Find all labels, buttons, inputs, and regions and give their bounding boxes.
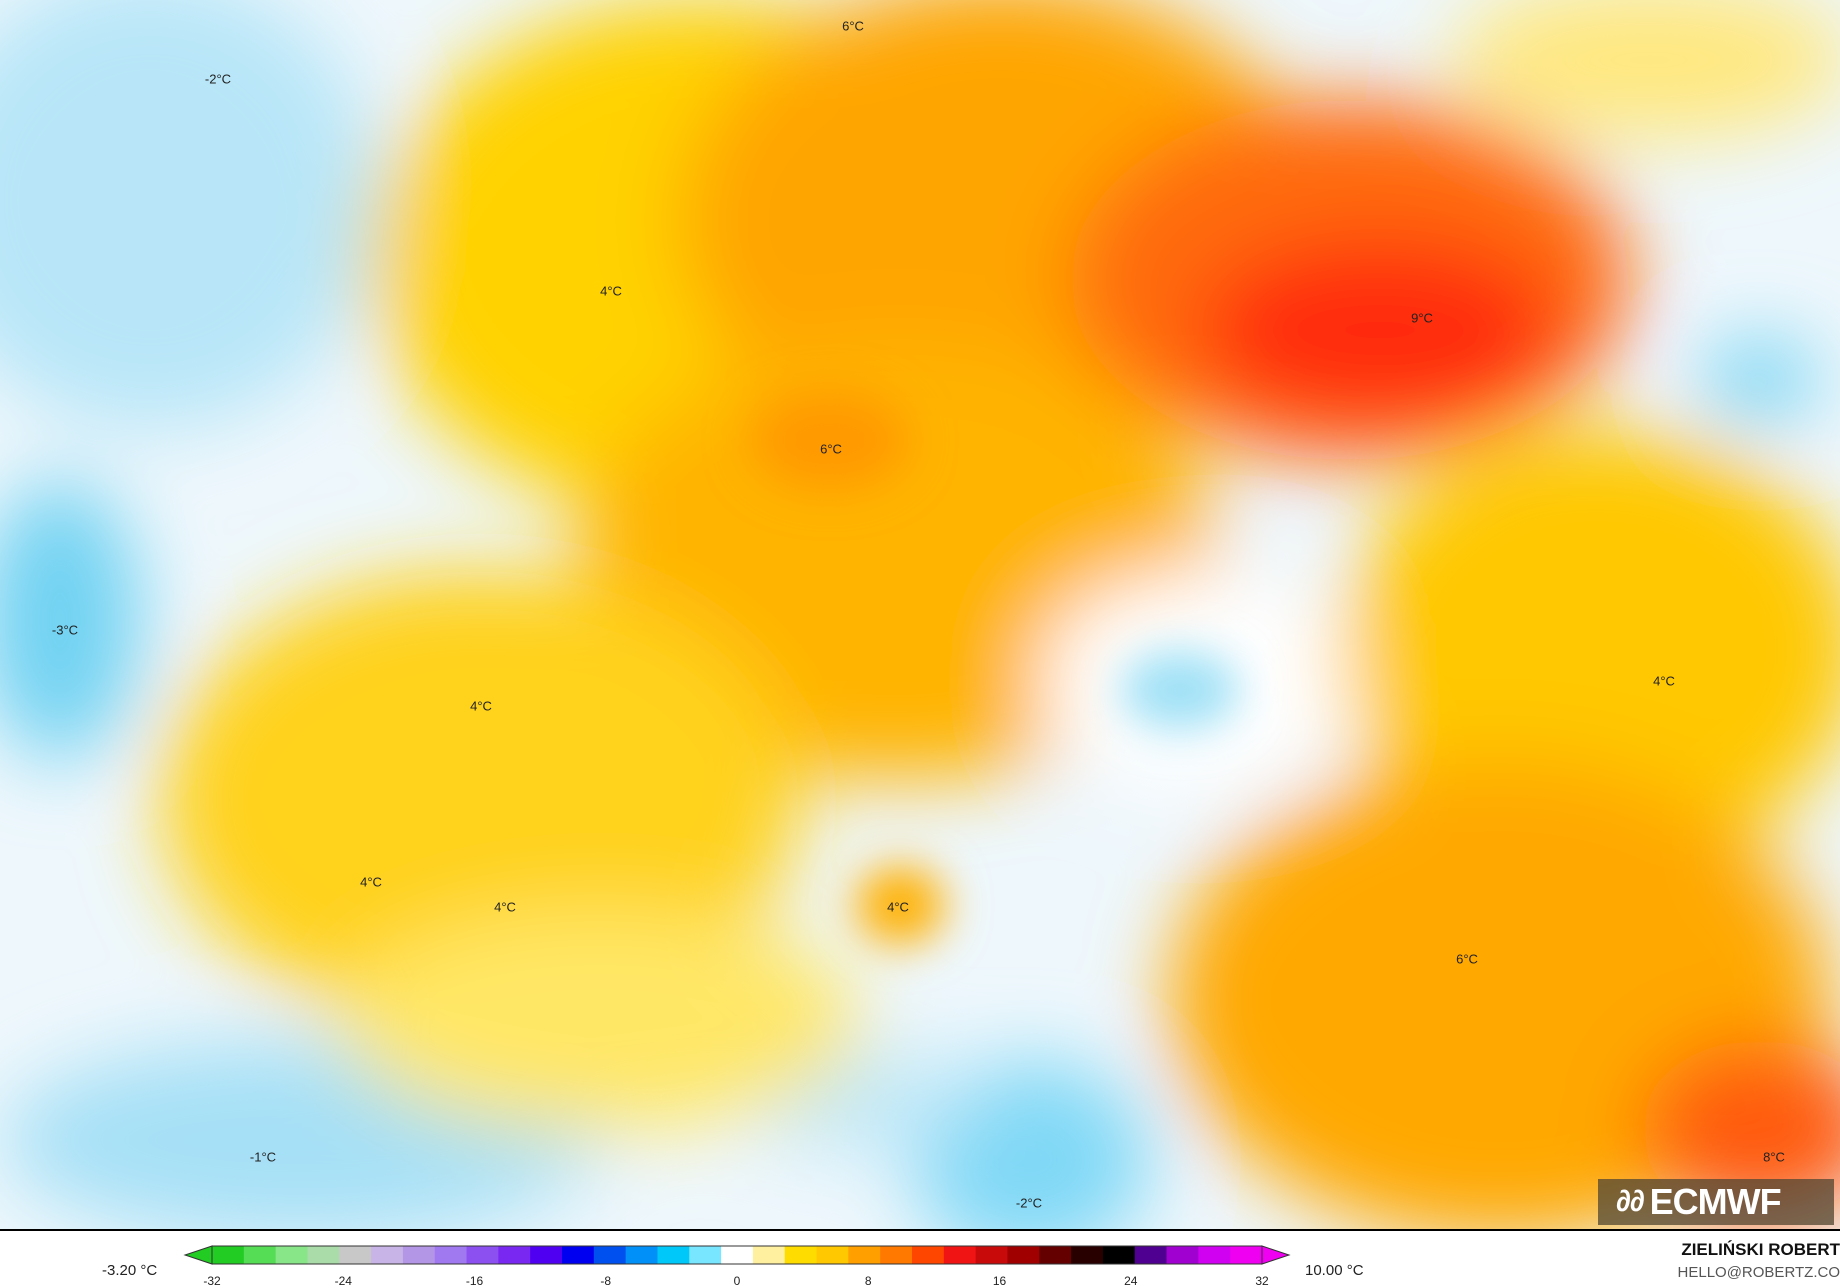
colorbar-tick-label: 0 [733,1274,741,1288]
colorbar-segment [880,1246,913,1264]
colorbar-segment [752,1246,786,1264]
colorbar-segment [1198,1246,1231,1264]
colorbar-segment [243,1246,277,1264]
colorbar-tick-label: 32 [1255,1274,1269,1288]
colorbar-segment [402,1246,436,1264]
colorbar-segment [275,1246,308,1264]
colorbar-extend-arrow [1261,1245,1291,1265]
colorbar-segment [466,1246,499,1264]
colorbar-tick-label: -24 [334,1274,352,1288]
temp-label: 9°C [1411,310,1433,326]
colorbar-segment [657,1246,690,1264]
colorbar-min-label: -3.20 °C [102,1262,158,1279]
colorbar-segment [530,1246,563,1264]
temp-label: -1°C [249,1149,277,1165]
temp-label: 4°C [1653,673,1675,689]
colorbar-segment [943,1246,977,1264]
colorbar-segment [784,1246,818,1264]
colorbar-segment [339,1246,372,1264]
colorbar-outline [211,1245,1263,1265]
temp-label: 6°C [1456,951,1478,967]
colorbar-segment [848,1246,881,1264]
colorbar-tick-label: -8 [600,1274,612,1288]
colorbar-segment [307,1246,340,1264]
colorbar-segment [498,1246,531,1264]
colorbar [183,1245,1291,1265]
colorbar-segment [1166,1246,1199,1264]
colorbar-tick-label: -32 [203,1274,221,1288]
colorbar-max-label: 10.00 °C [1305,1262,1364,1279]
author-email: HELLO@ROBERTZ.CO [1677,1264,1840,1281]
ecmwf-logo: ∂∂ ECMWF [1598,1179,1834,1225]
temp-label: 4°C [470,698,492,714]
colorbar-segment [1102,1246,1136,1264]
colorbar-segment [816,1246,849,1264]
temp-label: 4°C [600,283,622,299]
colorbar-segment [434,1246,468,1264]
colorbar-tick-label: 24 [1124,1274,1138,1288]
colorbar-segment [562,1246,595,1264]
colorbar-segment [912,1246,945,1264]
colorbar-segment [721,1246,754,1264]
colorbar-segment [625,1246,658,1264]
colorbar-tick-label: 16 [992,1274,1007,1288]
logo-text: ECMWF [1649,1181,1782,1222]
colorbar-segment [1039,1246,1072,1264]
temp-label: 4°C [887,899,909,915]
temp-label: 6°C [842,18,864,34]
colorbar-tick-label: -16 [465,1274,484,1288]
colorbar-segment [975,1246,1008,1264]
colorbar-segment [371,1246,404,1264]
temp-label: -2°C [204,71,232,87]
temp-label: 4°C [494,899,516,915]
colorbar-extend-arrow [183,1245,213,1265]
colorbar-segment [1134,1246,1168,1264]
temperature-field [0,0,1840,1229]
temp-label: -2°C [1015,1195,1043,1211]
colorbar-segment [593,1246,627,1264]
temp-label: 4°C [360,874,382,890]
colorbar-segment [1071,1246,1104,1264]
temp-label: 6°C [820,441,842,457]
temperature-map: -2°C 6°C 4°C 9°C 6°C -3°C 4°C 4°C 4°C 4°… [0,0,1840,1231]
ecmwf-logo-icon: ∂∂ [1616,1185,1645,1218]
colorbar-segment [689,1246,722,1264]
temp-label: 8°C [1763,1149,1785,1165]
author-name: ZIELIŃSKI ROBERT [1681,1240,1840,1259]
colorbar-segment [1230,1246,1263,1264]
colorbar-segment [1007,1246,1040,1264]
colorbar-tick-label: 8 [864,1274,872,1288]
colorbar-segment [212,1246,245,1264]
temp-label: -3°C [51,622,79,638]
